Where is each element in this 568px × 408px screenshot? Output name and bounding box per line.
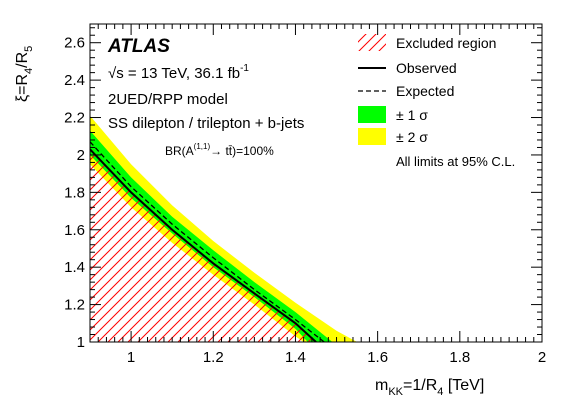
branching-ratio-label: BR(A(1,1)→ tt̄)=100% [165,142,274,158]
x-tick-label: 1.8 [449,349,470,366]
y-tick-label: 2.6 [64,35,85,52]
plot-frame [89,23,543,343]
expected-line [90,141,325,342]
legend-1sigma-swatch [358,106,386,123]
x-axis-title: mKK=1/R4 [TeV] [375,377,484,398]
model-label: 2UED/RPP model [108,91,228,108]
experiment-label: ATLAS [107,36,170,57]
y-tick-label: 2 [77,147,85,164]
y-tick-label: 2.4 [64,72,85,89]
x-tick-label: 1.4 [285,349,306,366]
x-tick-label: 1.2 [203,349,224,366]
legend-2sigma-label: ± 2 σ [396,129,428,145]
y-axis-title: ξ=R4/R5 [14,46,35,102]
legend-2sigma-swatch [358,128,386,145]
legend-1sigma-label: ± 1 σ [396,107,428,123]
axis-ticks [90,24,543,342]
observed-line [90,148,317,342]
plot-area [90,115,358,342]
y-tick-label: 1 [77,334,85,351]
legend-observed-label: Observed [396,60,457,76]
legend-excluded-label: Excluded region [396,35,496,51]
y-tick-label: 1.8 [64,184,85,201]
excluded-region [90,149,316,342]
x-tick-label: 1 [127,349,135,366]
x-tick-label: 1.6 [367,349,388,366]
x-tick-label: 2 [538,349,546,366]
legend: Excluded region Observed Expected ± 1 σ … [358,34,515,169]
legend-cl-note: All limits at 95% C.L. [396,154,515,169]
legend-excluded-swatch [358,34,386,51]
y-tick-label: 2.2 [64,110,85,127]
channel-label: SS dilepton / trilepton + b-jets [108,115,304,132]
y-tick-label: 1.6 [64,222,85,239]
axis-tick-labels: 1 1.2 1.4 1.6 1.8 2 1.2 1.4 1.6 1.8 2 2.2 2.4 2.6 1 [64,35,546,366]
y-tick-label: 1.4 [64,259,85,276]
legend-expected-label: Expected [396,83,454,99]
y-tick-label: 1.2 [64,297,85,314]
energy-lumi-label: √s = 13 TeV, 36.1 fb-1 [108,63,249,82]
